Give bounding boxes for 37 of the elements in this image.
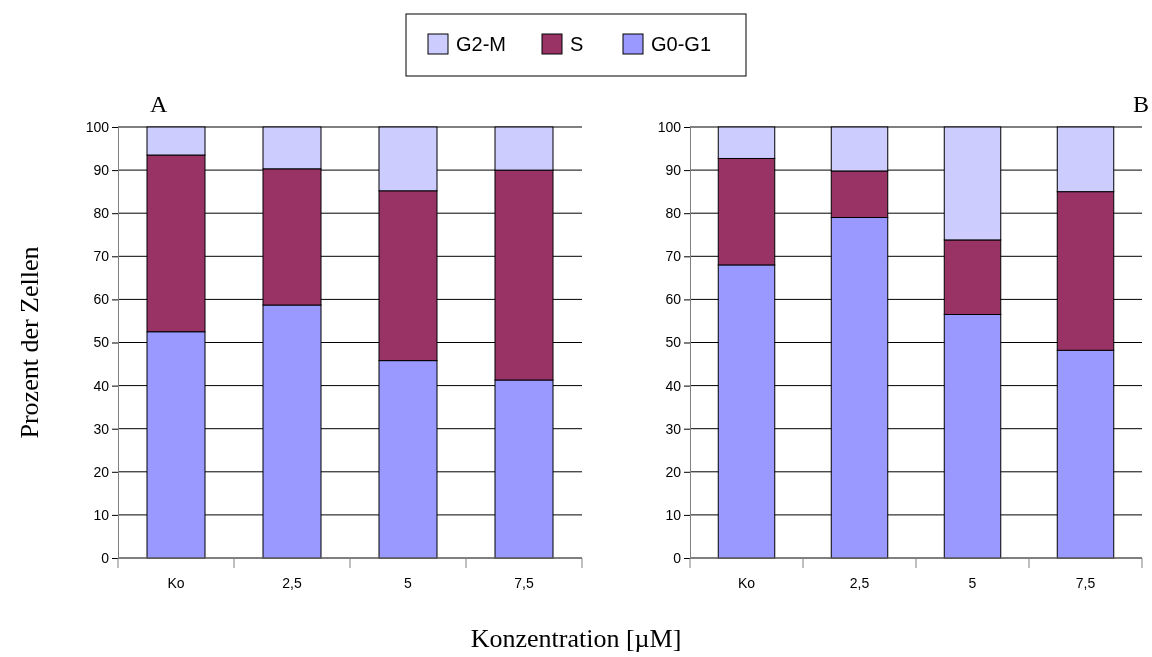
y-tick-label: 80 xyxy=(93,205,110,222)
chart-title: B xyxy=(1132,91,1149,117)
y-tick-label: 10 xyxy=(665,506,682,523)
x-tick-label: 2,5 xyxy=(282,575,302,591)
x-tick-label: 7,5 xyxy=(1075,575,1096,591)
y-tick-label: 90 xyxy=(93,162,110,179)
y-tick-label: 0 xyxy=(673,549,682,566)
y-tick-label: 50 xyxy=(665,334,682,351)
chart-title: A xyxy=(150,91,168,117)
x-tick-label: 5 xyxy=(968,575,977,591)
x-tick-label: 5 xyxy=(404,575,413,591)
y-tick-label: 40 xyxy=(665,377,682,394)
legend-label: G0-G1 xyxy=(651,33,712,55)
y-tick-label: 20 xyxy=(665,463,682,480)
legend-label: S xyxy=(570,33,584,55)
y-tick-label: 100 xyxy=(657,118,682,135)
y-tick-label: 30 xyxy=(93,420,110,437)
x-tick-label: 7,5 xyxy=(514,575,534,591)
x-tick-label: 2,5 xyxy=(849,575,870,591)
y-axis-title: Prozent der Zellen xyxy=(15,246,44,439)
x-axis-title: Konzentration [µM] xyxy=(470,624,682,653)
y-tick-label: 70 xyxy=(665,248,682,265)
y-tick-label: 70 xyxy=(93,248,110,265)
legend-label: G2-M xyxy=(456,33,506,55)
y-tick-label: 50 xyxy=(93,334,110,351)
y-tick-label: 20 xyxy=(93,463,110,480)
y-tick-label: 60 xyxy=(93,291,110,308)
y-tick-label: 40 xyxy=(93,377,110,394)
y-tick-label: 30 xyxy=(665,420,682,437)
y-tick-label: 100 xyxy=(85,118,110,135)
y-tick-label: 90 xyxy=(665,162,682,179)
x-tick-label: Ko xyxy=(167,575,185,591)
x-tick-label: Ko xyxy=(737,575,756,591)
y-tick-label: 80 xyxy=(665,205,682,222)
y-tick-label: 60 xyxy=(665,291,682,308)
y-tick-label: 10 xyxy=(93,506,110,523)
y-tick-label: 0 xyxy=(101,549,110,566)
